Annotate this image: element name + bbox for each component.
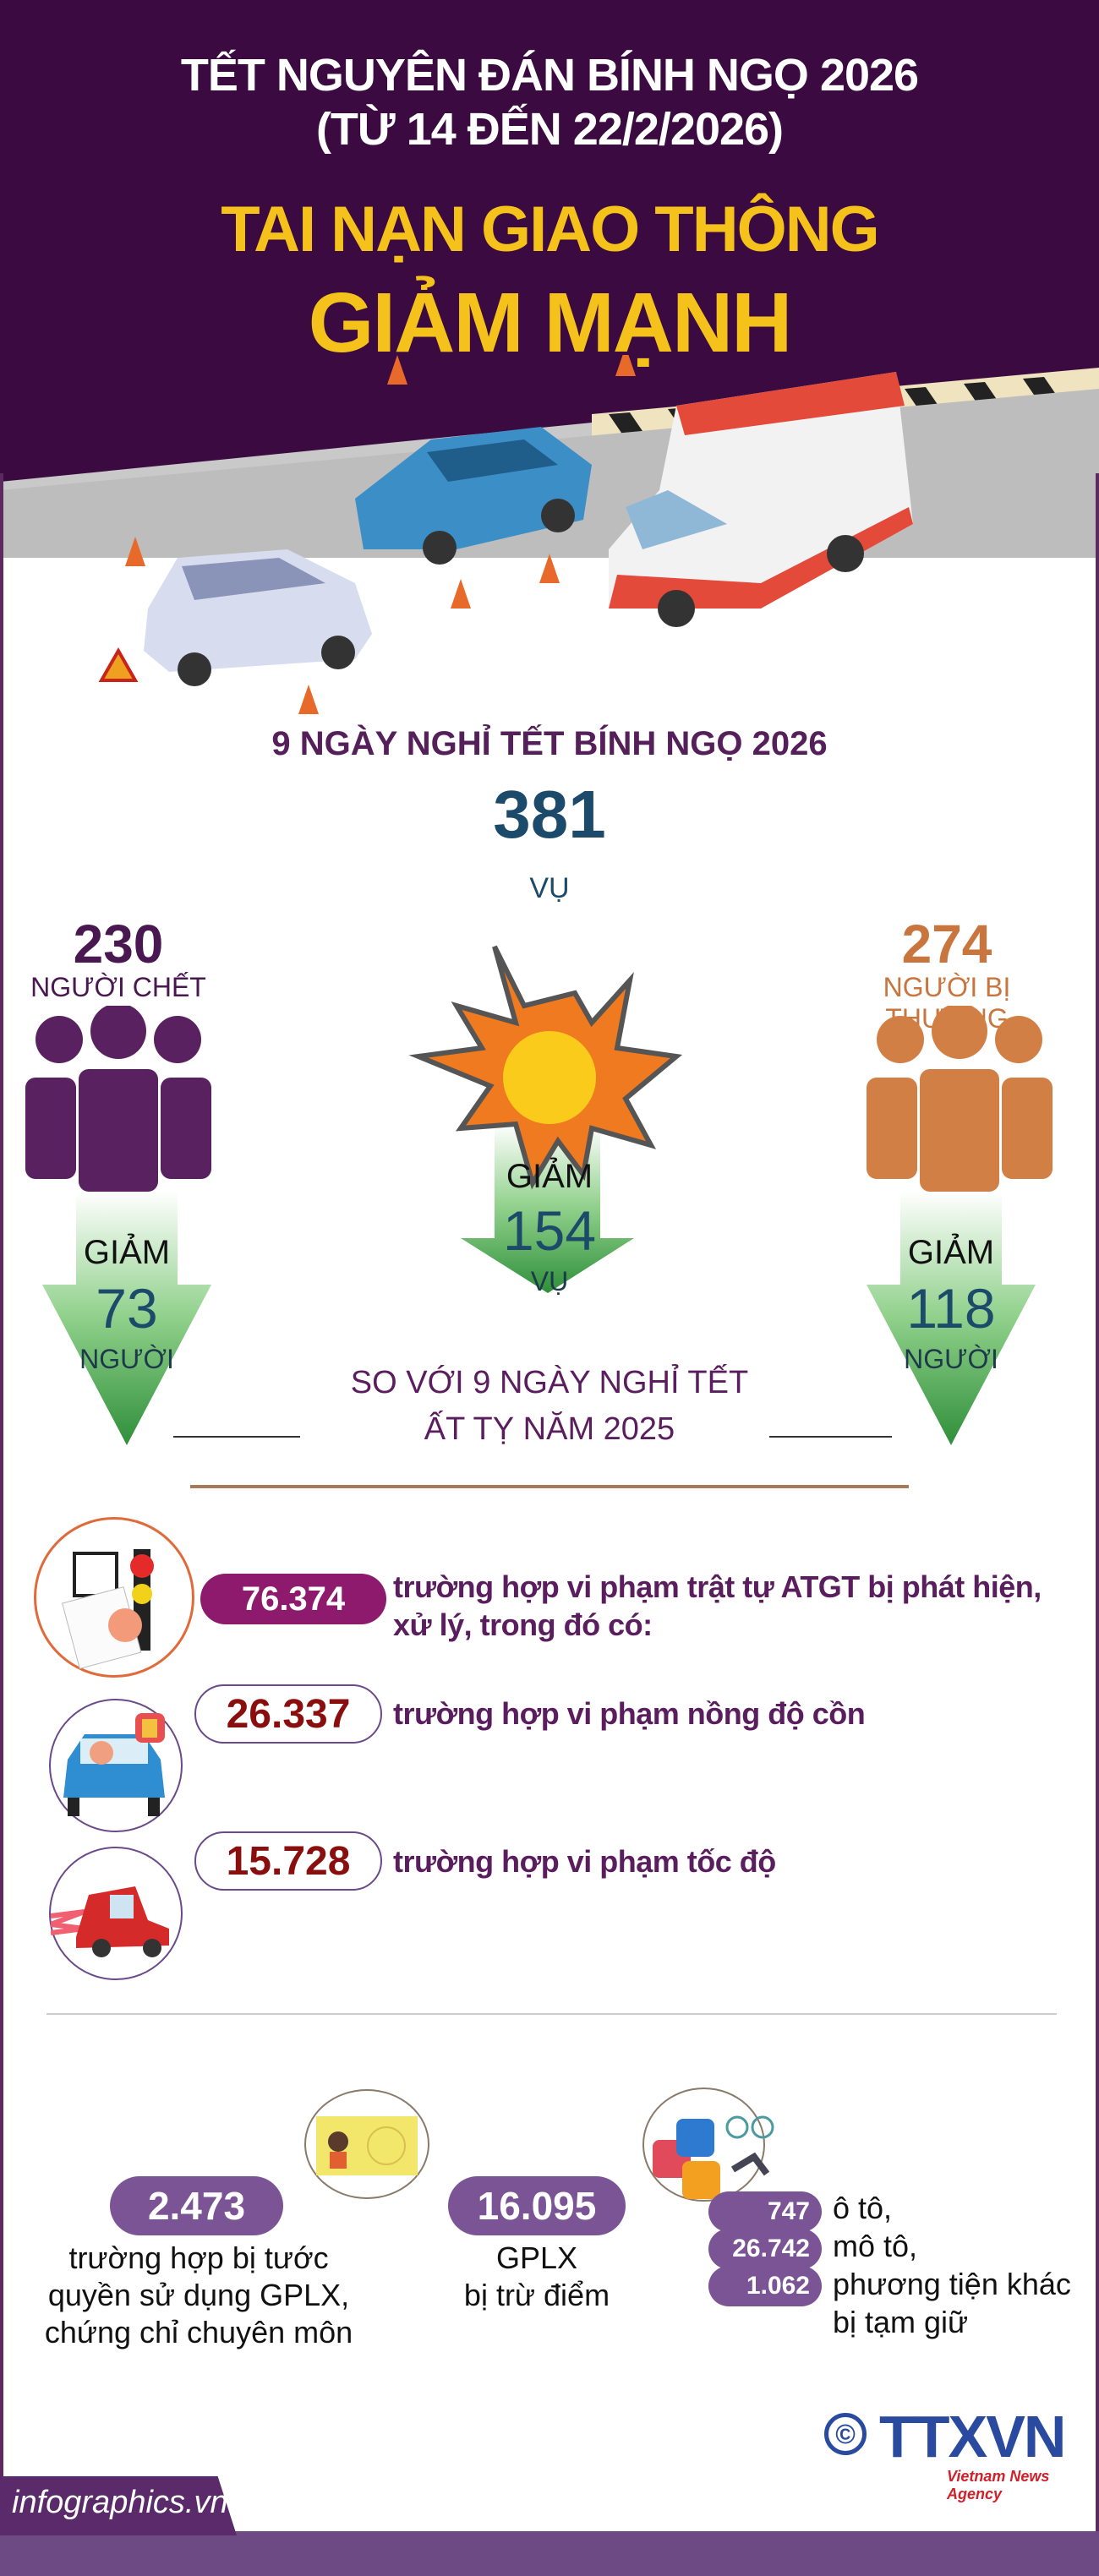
revoked-line3: chứng chỉ chuyên môn bbox=[44, 2315, 353, 2350]
speeding-violations-pill: 15.728 bbox=[194, 1831, 382, 1891]
arrow-accidents bbox=[461, 1124, 634, 1293]
arrow-deaths bbox=[42, 1192, 211, 1445]
people-icon-deaths bbox=[25, 1006, 211, 1192]
speeding-car-icon bbox=[49, 1847, 183, 1980]
vehicles-icon bbox=[642, 2088, 774, 2202]
violations-total-text-line1: trường hợp vi phạm trật tự ATGT bị phát … bbox=[393, 1569, 1042, 1604]
comparison-line2: ẤT TỴ NĂM 2025 bbox=[424, 1411, 675, 1447]
accidents-decrease-value: 154 bbox=[502, 1199, 597, 1262]
seized-suffix: bị tạm giữ bbox=[833, 2305, 969, 2339]
arrow-injured bbox=[867, 1192, 1036, 1445]
point-deductions-text: GPLX bị trừ điểm bbox=[448, 2240, 626, 2314]
agency-subtitle: Vietnam News Agency bbox=[947, 2468, 1050, 2502]
accidents-decrease-unit: VỤ bbox=[530, 1266, 569, 1296]
deaths-decrease-label: GIẢM bbox=[83, 1234, 171, 1271]
comparison-line1: SO VỚI 9 NGÀY NGHỈ TẾT bbox=[350, 1365, 749, 1400]
injured-value: 274 bbox=[901, 914, 992, 974]
seized-motorbikes-label: mô tô, bbox=[833, 2229, 918, 2263]
alcohol-violations-text: trường hợp vi phạm nồng độ cồn bbox=[393, 1696, 866, 1731]
deaths-decrease-unit: NGƯỜI bbox=[79, 1344, 174, 1374]
revoked-line2: quyền sử dụng GPLX, bbox=[47, 2278, 350, 2312]
section-divider bbox=[190, 1485, 909, 1488]
injured-decrease-label: GIẢM bbox=[907, 1234, 995, 1271]
copyright-icon: © bbox=[824, 2413, 867, 2455]
accidents-value: 381 bbox=[493, 777, 606, 852]
injured-decrease-unit: NGƯỜI bbox=[904, 1344, 998, 1374]
injured-decrease-value: 118 bbox=[906, 1277, 996, 1340]
arrows-graphic bbox=[42, 945, 1036, 1445]
agency-logo: TTXVN bbox=[879, 2404, 1066, 2470]
revoked-line1: trường hợp bị tước bbox=[68, 2240, 329, 2275]
headline-line2: GIẢM MẠNH bbox=[308, 276, 793, 370]
title-line1: TẾT NGUYÊN ĐÁN BÍNH NGỌ 2026 bbox=[180, 50, 919, 101]
violations-total-pill: 76.374 bbox=[200, 1574, 386, 1624]
content-frame bbox=[0, 473, 1099, 2535]
violations-total-text-line2: xử lý, trong đó có: bbox=[393, 1607, 653, 1642]
drunk-driver-icon bbox=[49, 1699, 183, 1832]
seized-cars-pill: 747 bbox=[708, 2191, 822, 2232]
seized-motorbikes-pill: 26.742 bbox=[708, 2229, 822, 2269]
points-line1: GPLX bbox=[495, 2240, 578, 2275]
people-icon-injured bbox=[867, 1006, 1053, 1192]
revoked-licenses-text: trường hợp bị tước quyền sử dụng GPLX, c… bbox=[0, 2240, 397, 2351]
alcohol-violations-pill: 26.337 bbox=[194, 1684, 382, 1744]
section-divider-2 bbox=[46, 2013, 1057, 2015]
seized-cars-label: ô tô, bbox=[833, 2191, 893, 2225]
driving-license-icon bbox=[304, 2089, 429, 2199]
crash-illustration bbox=[0, 355, 1099, 727]
footer-site[interactable]: infographics.vn bbox=[12, 2485, 228, 2520]
deaths-decrease-value: 73 bbox=[96, 1277, 158, 1340]
headline-line1: TAI NẠN GIAO THÔNG bbox=[221, 194, 879, 265]
traffic-ticket-icon bbox=[34, 1517, 194, 1678]
accidents-unit: VỤ bbox=[529, 872, 570, 904]
deaths-value: 230 bbox=[73, 914, 164, 974]
footer-bar bbox=[0, 2531, 1099, 2576]
speeding-violations-text: trường hợp vi phạm tốc độ bbox=[393, 1844, 776, 1879]
points-line2: bị trừ điểm bbox=[463, 2278, 610, 2312]
seized-other-pill: 1.062 bbox=[708, 2266, 822, 2306]
deaths-label: NGƯỜI CHẾT bbox=[30, 972, 206, 1002]
point-deductions-pill: 16.095 bbox=[448, 2176, 626, 2235]
period-title: 9 NGÀY NGHỈ TẾT BÍNH NGỌ 2026 bbox=[271, 725, 828, 762]
accidents-decrease-label: GIẢM bbox=[506, 1158, 593, 1195]
revoked-licenses-pill: 2.473 bbox=[110, 2176, 283, 2235]
seized-other-label: phương tiện khác bbox=[833, 2267, 1071, 2301]
title-line2: (TỪ 14 ĐẾN 22/2/2026) bbox=[315, 104, 784, 155]
footer-site-tab bbox=[0, 2476, 237, 2535]
